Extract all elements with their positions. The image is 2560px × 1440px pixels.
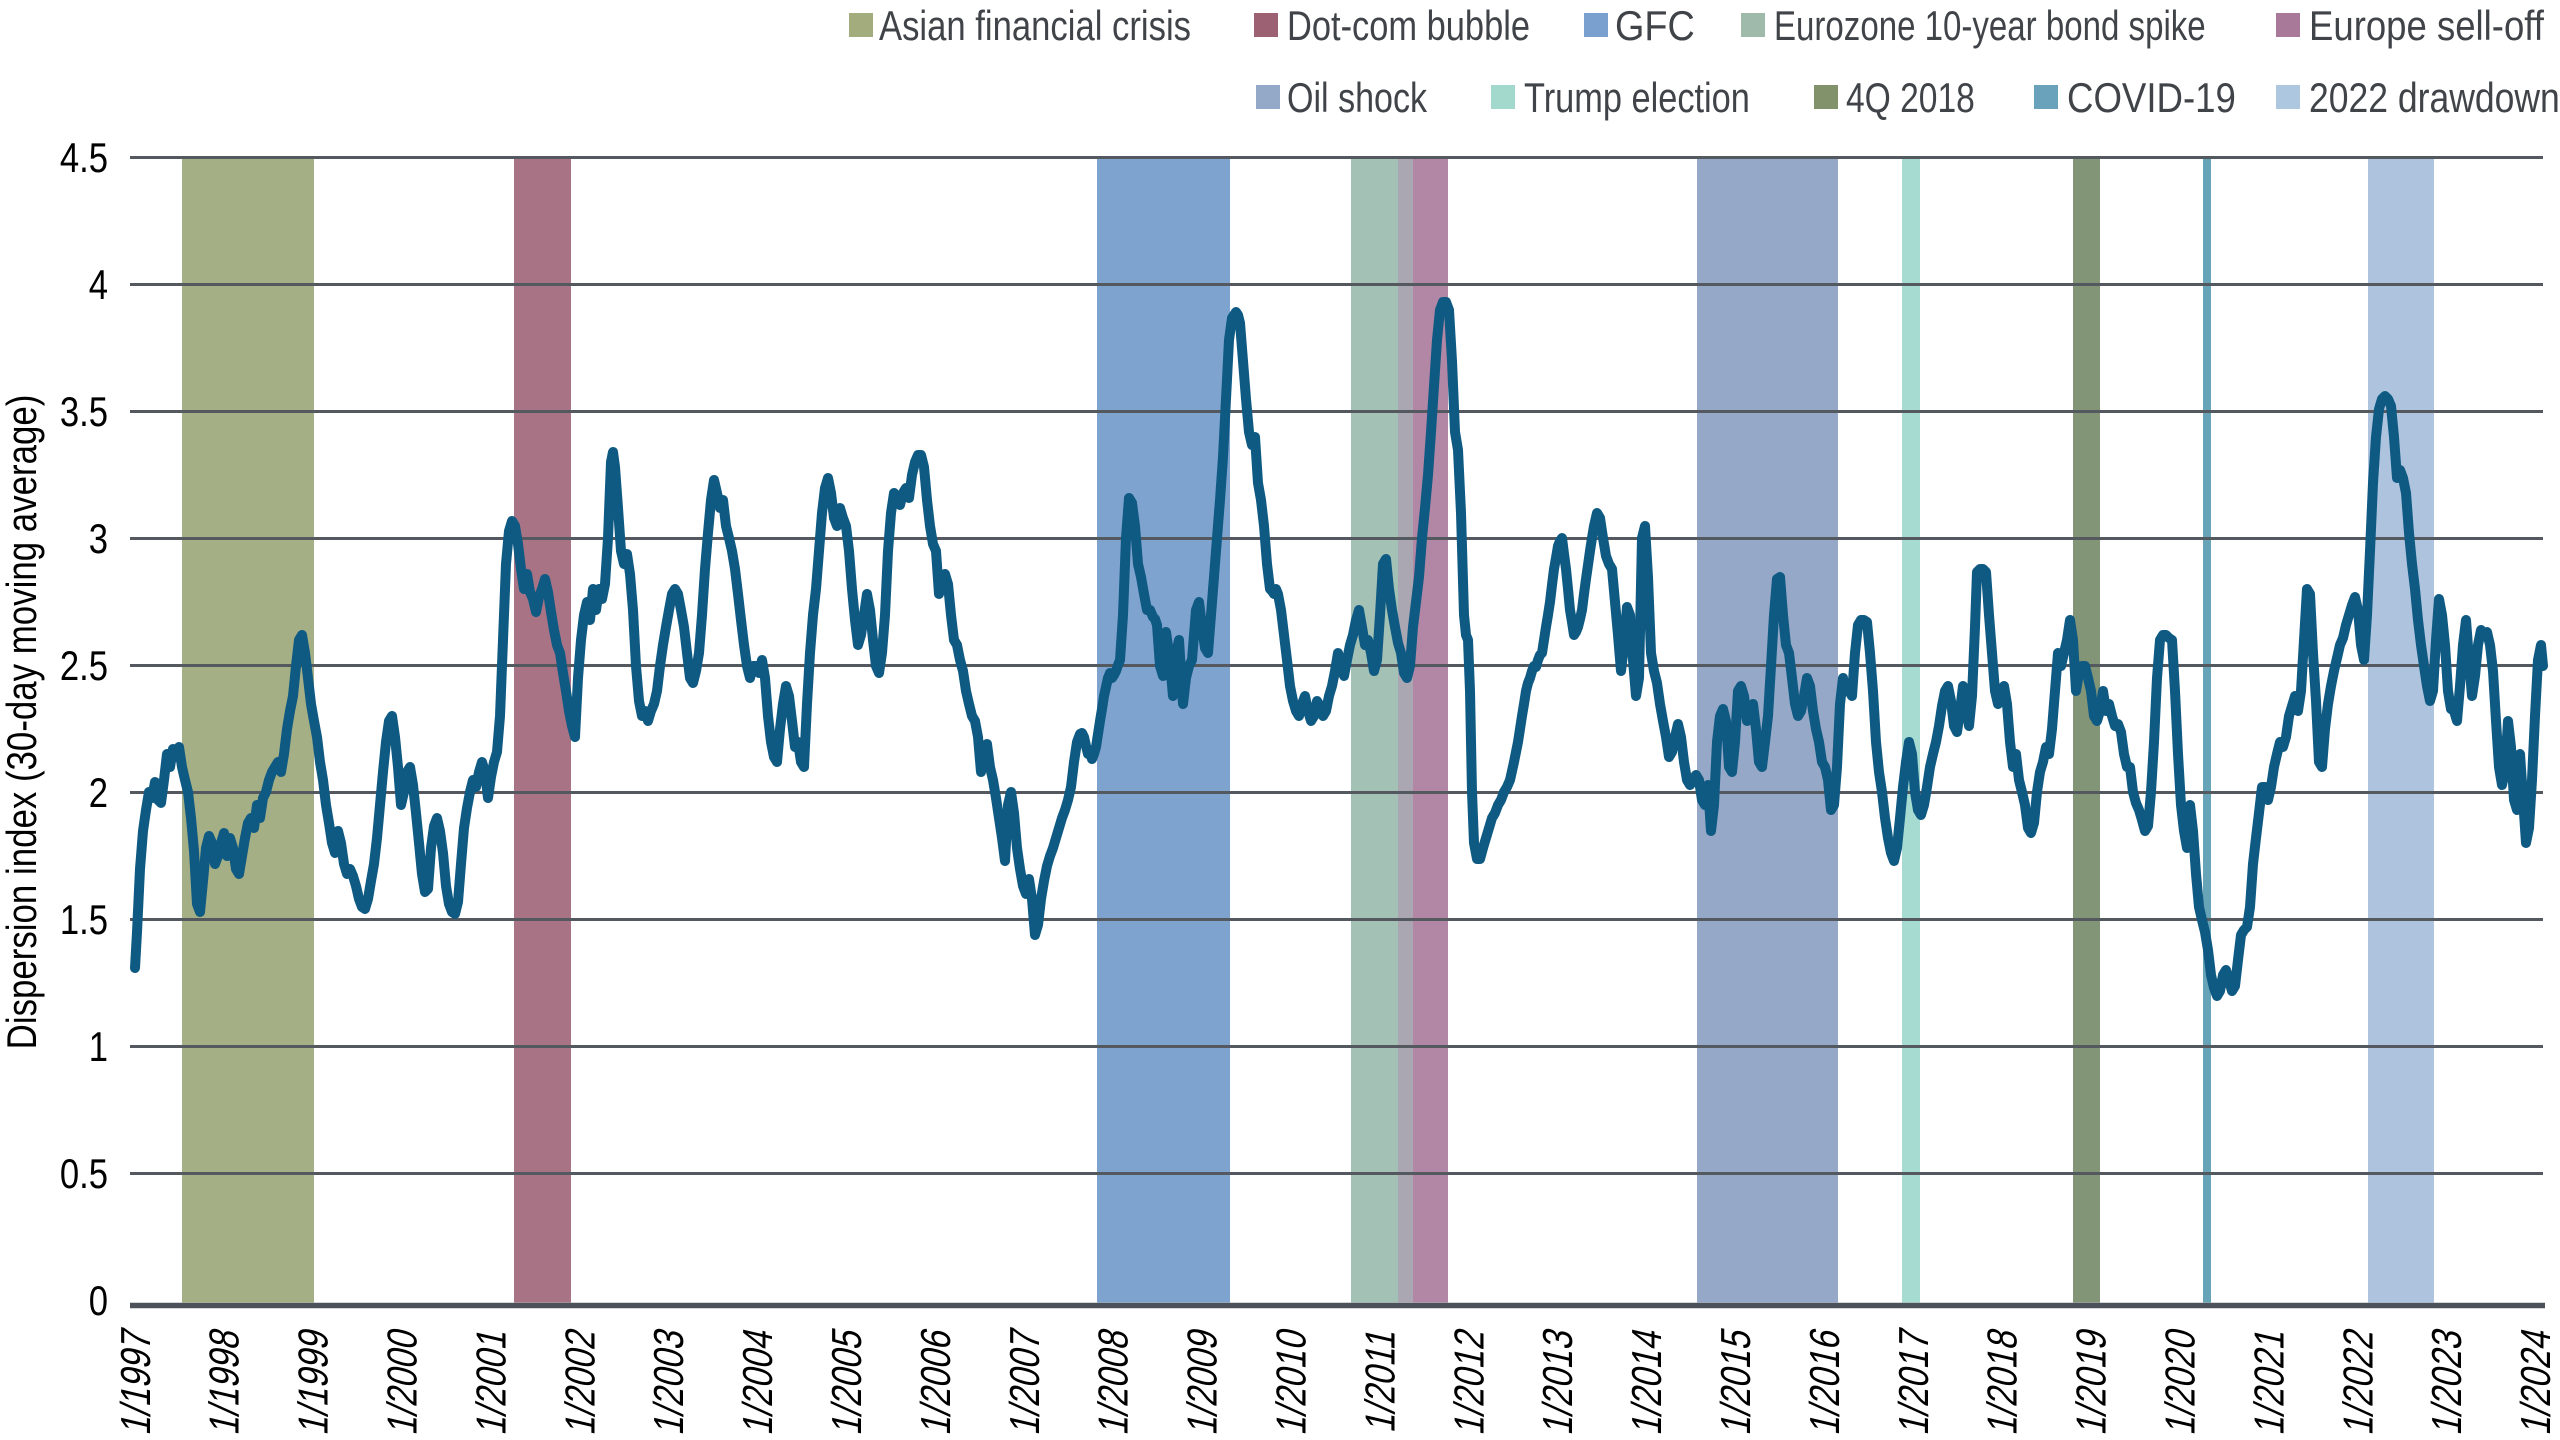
svg-text:1/2024: 1/2024	[2513, 1324, 2560, 1439]
svg-text:1/2006: 1/2006	[913, 1324, 960, 1439]
svg-text:Dot-com bubble: Dot-com bubble	[1287, 3, 1530, 50]
svg-text:1/2019: 1/2019	[2069, 1324, 2116, 1439]
svg-text:1/2004: 1/2004	[735, 1324, 782, 1439]
svg-text:2: 2	[89, 770, 108, 817]
svg-text:1/2012: 1/2012	[1447, 1324, 1494, 1439]
svg-text:1/2023: 1/2023	[2424, 1324, 2471, 1439]
svg-text:1/2002: 1/2002	[558, 1324, 605, 1439]
svg-text:1/2001: 1/2001	[469, 1324, 516, 1439]
svg-text:COVID-19: COVID-19	[2067, 75, 2236, 122]
svg-text:1: 1	[89, 1024, 108, 1071]
svg-text:1/2010: 1/2010	[1269, 1324, 1316, 1439]
svg-text:4: 4	[89, 262, 108, 309]
svg-text:1/2016: 1/2016	[1802, 1324, 1849, 1439]
svg-text:4.5: 4.5	[60, 135, 108, 182]
svg-text:1/2018: 1/2018	[1980, 1324, 2027, 1439]
svg-text:1/2007: 1/2007	[1002, 1324, 1049, 1439]
svg-text:1/1998: 1/1998	[202, 1324, 249, 1439]
svg-text:1/2005: 1/2005	[824, 1324, 871, 1439]
svg-text:4Q 2018: 4Q 2018	[1846, 76, 1975, 122]
svg-text:1/2022: 1/2022	[2336, 1324, 2383, 1439]
svg-text:1/2013: 1/2013	[1535, 1324, 1582, 1439]
svg-text:1.5: 1.5	[60, 897, 108, 944]
svg-text:Asian financial crisis: Asian financial crisis	[879, 3, 1191, 50]
svg-text:Oil shock: Oil shock	[1287, 75, 1428, 122]
svg-text:1/2015: 1/2015	[1713, 1324, 1760, 1439]
svg-text:1/2020: 1/2020	[2158, 1324, 2205, 1439]
svg-text:2022 drawdown: 2022 drawdown	[2309, 75, 2560, 121]
svg-text:0.5: 0.5	[60, 1151, 108, 1198]
svg-text:3.5: 3.5	[60, 389, 108, 436]
svg-text:1/2000: 1/2000	[380, 1324, 427, 1439]
svg-text:3: 3	[89, 516, 108, 563]
svg-text:0: 0	[89, 1278, 108, 1325]
svg-text:1/2021: 1/2021	[2247, 1324, 2294, 1439]
svg-text:1/2008: 1/2008	[1091, 1324, 1138, 1439]
svg-text:1/2009: 1/2009	[1180, 1324, 1227, 1439]
svg-text:GFC: GFC	[1615, 3, 1695, 49]
svg-text:Europe sell-off: Europe sell-off	[2309, 3, 2544, 50]
svg-text:Eurozone 10-year bond spike: Eurozone 10-year bond spike	[1774, 3, 2206, 50]
svg-text:1/1997: 1/1997	[113, 1324, 160, 1439]
svg-text:1/2014: 1/2014	[1624, 1324, 1671, 1439]
svg-text:Trump election: Trump election	[1524, 75, 1750, 122]
svg-text:1/2003: 1/2003	[646, 1324, 693, 1439]
svg-text:Dispersion index (30-day movin: Dispersion index (30-day moving average)	[0, 395, 46, 1050]
svg-text:1/2017: 1/2017	[1891, 1324, 1938, 1439]
svg-text:1/2011: 1/2011	[1358, 1324, 1405, 1436]
svg-text:1/1999: 1/1999	[291, 1324, 338, 1439]
svg-text:2.5: 2.5	[60, 643, 108, 690]
